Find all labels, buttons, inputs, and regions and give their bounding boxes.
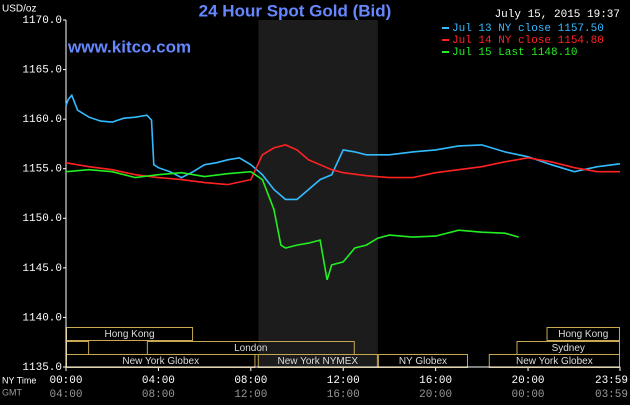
y-tick-label: 1165.0: [22, 64, 62, 76]
x-tick-label: 16:00: [419, 375, 452, 387]
x-tick-label: 00:00: [49, 375, 82, 387]
x2-tick-label: 08:00: [142, 389, 175, 400]
site-label: www.kitco.com: [67, 37, 191, 56]
x2-axis-label: GMT: [2, 387, 22, 397]
x-axis-label: NY Time: [2, 375, 36, 385]
series-line: [65, 93, 621, 201]
session-box: [546, 327, 620, 341]
legend-label: Jul 15 Last 1148.10: [452, 47, 577, 59]
session-label: New York NYMEX: [278, 356, 359, 367]
session-label: New York Globex: [122, 356, 199, 367]
timestamp: July 15, 2015 19:37: [495, 9, 620, 21]
y-tick-label: 1170.0: [22, 15, 62, 27]
shaded-band: [258, 20, 378, 367]
x2-tick-label: 00:00: [512, 389, 545, 400]
x2-tick-label: 20:00: [419, 389, 452, 400]
session-label: NY Globex: [399, 356, 447, 367]
y-tick-label: 1150.0: [22, 213, 62, 225]
x-tick-label: 08:00: [234, 375, 267, 387]
y-tick-label: 1145.0: [22, 263, 62, 275]
series-line: [65, 144, 620, 186]
x-tick-label: 20:00: [512, 375, 545, 387]
legend-label: Jul 14 NY close 1154.80: [452, 35, 604, 47]
x-tick-label: 04:00: [142, 375, 175, 387]
y-tick-label: 1160.0: [22, 114, 62, 126]
chart-title: 24 Hour Spot Gold (Bid): [199, 1, 392, 20]
y-tick-label: 1140.0: [22, 312, 62, 324]
session-label: Hong Kong: [558, 329, 608, 340]
x2-tick-label: 04:00: [49, 389, 82, 400]
y-axis-label: USD/oz: [2, 4, 36, 15]
x2-tick-label: 12:00: [234, 389, 267, 400]
session-label: London: [234, 343, 267, 354]
session-label: Hong Kong: [105, 329, 155, 340]
x2-tick-label: 03:59: [595, 389, 628, 400]
y-tick-label: 1135.0: [22, 362, 62, 374]
x-tick-label: 23:59: [595, 375, 628, 387]
x2-tick-label: 16:00: [327, 389, 360, 400]
series-line: [65, 168, 520, 281]
x-tick-label: 12:00: [327, 375, 360, 387]
session-label: Sydney: [552, 343, 585, 354]
legend-label: Jul 13 NY close 1157.50: [452, 23, 604, 35]
y-tick-label: 1155.0: [22, 164, 62, 176]
session-label: New York Globex: [516, 356, 593, 367]
